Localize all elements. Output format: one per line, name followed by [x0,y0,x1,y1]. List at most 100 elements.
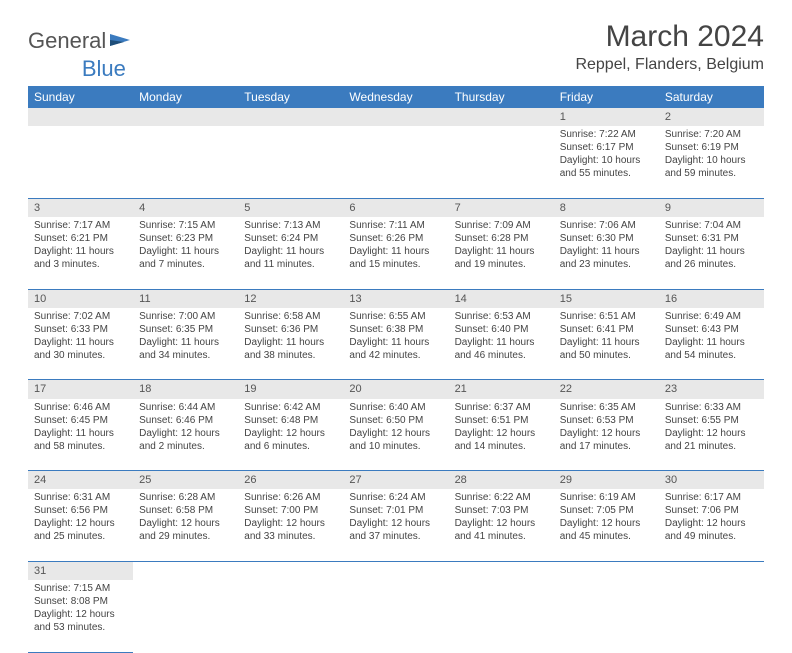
day-day1: Daylight: 11 hours [34,427,127,440]
day-cell: Sunrise: 6:58 AMSunset: 6:36 PMDaylight:… [238,308,343,380]
day-day2: and 29 minutes. [139,530,232,543]
day-number: 1 [554,108,659,126]
day-number: 28 [449,471,554,490]
day-number-row: 17181920212223 [28,380,764,399]
day-number [449,561,554,580]
day-number: 30 [659,471,764,490]
day-sunset: Sunset: 7:00 PM [244,504,337,517]
day-day2: and 42 minutes. [349,349,442,362]
day-cell: Sunrise: 6:24 AMSunset: 7:01 PMDaylight:… [343,489,448,561]
day-sunset: Sunset: 7:03 PM [455,504,548,517]
day-sunset: Sunset: 6:38 PM [349,323,442,336]
day-day1: Daylight: 10 hours [560,154,653,167]
day-day1: Daylight: 11 hours [244,245,337,258]
day-number [28,108,133,126]
day-number: 14 [449,289,554,308]
day-sunset: Sunset: 6:43 PM [665,323,758,336]
title-block: March 2024 Reppel, Flanders, Belgium [575,20,764,74]
day-day2: and 19 minutes. [455,258,548,271]
day-cell: Sunrise: 7:17 AMSunset: 6:21 PMDaylight:… [28,217,133,289]
day-cell: Sunrise: 6:46 AMSunset: 6:45 PMDaylight:… [28,399,133,471]
day-sunset: Sunset: 6:28 PM [455,232,548,245]
day-cell: Sunrise: 7:04 AMSunset: 6:31 PMDaylight:… [659,217,764,289]
day-number: 20 [343,380,448,399]
day-sunset: Sunset: 6:19 PM [665,141,758,154]
day-cell [343,126,448,198]
day-day2: and 49 minutes. [665,530,758,543]
day-day1: Daylight: 11 hours [139,336,232,349]
day-sunset: Sunset: 6:58 PM [139,504,232,517]
day-day2: and 53 minutes. [34,621,127,634]
day-cell [238,126,343,198]
day-sunrise: Sunrise: 7:13 AM [244,219,337,232]
day-number: 18 [133,380,238,399]
day-cell: Sunrise: 7:02 AMSunset: 6:33 PMDaylight:… [28,308,133,380]
day-sunset: Sunset: 6:41 PM [560,323,653,336]
day-sunrise: Sunrise: 7:11 AM [349,219,442,232]
day-sunrise: Sunrise: 7:22 AM [560,128,653,141]
day-day2: and 30 minutes. [34,349,127,362]
day-sunset: Sunset: 6:50 PM [349,414,442,427]
weekday-header: Saturday [659,86,764,108]
day-number: 11 [133,289,238,308]
day-day2: and 58 minutes. [34,440,127,453]
day-number: 25 [133,471,238,490]
day-sunset: Sunset: 6:31 PM [665,232,758,245]
day-sunrise: Sunrise: 6:35 AM [560,401,653,414]
day-sunset: Sunset: 6:23 PM [139,232,232,245]
day-cell [449,126,554,198]
day-day1: Daylight: 11 hours [349,336,442,349]
day-cell: Sunrise: 7:13 AMSunset: 6:24 PMDaylight:… [238,217,343,289]
day-cell [133,580,238,652]
day-number-row: 24252627282930 [28,471,764,490]
day-cell [133,126,238,198]
day-number [238,561,343,580]
day-day2: and 55 minutes. [560,167,653,180]
day-day1: Daylight: 11 hours [665,245,758,258]
day-cell: Sunrise: 6:51 AMSunset: 6:41 PMDaylight:… [554,308,659,380]
day-day2: and 17 minutes. [560,440,653,453]
weekday-header: Thursday [449,86,554,108]
day-cell: Sunrise: 7:06 AMSunset: 6:30 PMDaylight:… [554,217,659,289]
location-subtitle: Reppel, Flanders, Belgium [575,56,764,74]
day-number: 19 [238,380,343,399]
flag-icon [110,28,132,54]
day-day2: and 25 minutes. [34,530,127,543]
day-sunset: Sunset: 6:53 PM [560,414,653,427]
day-cell: Sunrise: 6:26 AMSunset: 7:00 PMDaylight:… [238,489,343,561]
day-cell: Sunrise: 6:33 AMSunset: 6:55 PMDaylight:… [659,399,764,471]
day-day2: and 21 minutes. [665,440,758,453]
day-day1: Daylight: 11 hours [455,245,548,258]
day-sunset: Sunset: 7:06 PM [665,504,758,517]
day-day2: and 10 minutes. [349,440,442,453]
day-day2: and 54 minutes. [665,349,758,362]
day-sunrise: Sunrise: 7:17 AM [34,219,127,232]
day-cell: Sunrise: 6:28 AMSunset: 6:58 PMDaylight:… [133,489,238,561]
day-day2: and 45 minutes. [560,530,653,543]
day-number: 4 [133,198,238,217]
day-number: 3 [28,198,133,217]
day-day2: and 34 minutes. [139,349,232,362]
day-sunrise: Sunrise: 7:00 AM [139,310,232,323]
day-number [449,108,554,126]
day-number: 10 [28,289,133,308]
day-number: 13 [343,289,448,308]
day-sunset: Sunset: 6:26 PM [349,232,442,245]
day-sunrise: Sunrise: 7:15 AM [139,219,232,232]
day-day1: Daylight: 12 hours [244,517,337,530]
day-day2: and 6 minutes. [244,440,337,453]
day-cell: Sunrise: 7:15 AMSunset: 8:08 PMDaylight:… [28,580,133,652]
day-sunset: Sunset: 6:56 PM [34,504,127,517]
day-day1: Daylight: 11 hours [455,336,548,349]
day-sunrise: Sunrise: 7:06 AM [560,219,653,232]
day-sunset: Sunset: 6:51 PM [455,414,548,427]
day-cell: Sunrise: 6:17 AMSunset: 7:06 PMDaylight:… [659,489,764,561]
day-sunset: Sunset: 6:40 PM [455,323,548,336]
day-number: 12 [238,289,343,308]
day-day2: and 3 minutes. [34,258,127,271]
day-sunrise: Sunrise: 6:44 AM [139,401,232,414]
day-sunrise: Sunrise: 6:51 AM [560,310,653,323]
day-day2: and 46 minutes. [455,349,548,362]
day-number: 17 [28,380,133,399]
day-day1: Daylight: 11 hours [560,245,653,258]
